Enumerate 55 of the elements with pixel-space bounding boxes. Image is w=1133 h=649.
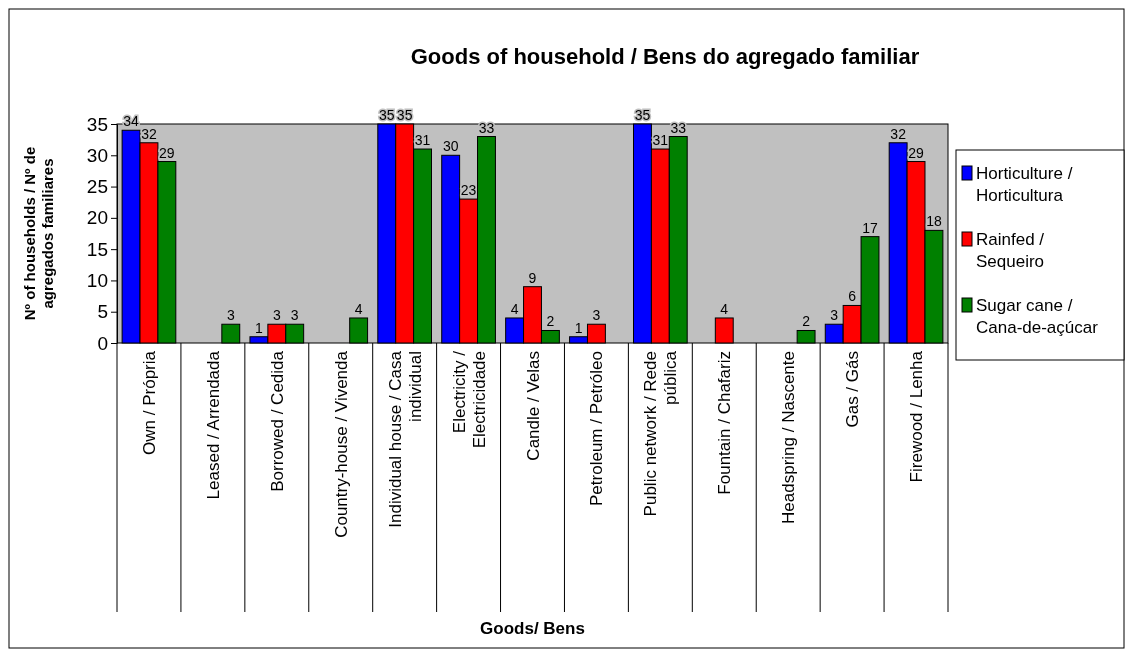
- x-tick-label: Public network / Rede pública: [641, 350, 681, 517]
- data-label: 30: [442, 138, 459, 155]
- y-tick-label: 5: [97, 301, 108, 323]
- x-tick-label: Fountain / Chafariz: [715, 351, 735, 495]
- data-label: 32: [890, 125, 907, 142]
- y-tick-label: 15: [86, 238, 108, 260]
- y-tick-label: 0: [97, 332, 108, 354]
- data-label: 9: [528, 269, 537, 286]
- chart-title: Goods of household / Bens do agregado familiar: [410, 44, 920, 69]
- data-label: 31: [652, 132, 669, 149]
- x-tick-label: Firewood / Lenha: [907, 350, 927, 483]
- x-axis-title: Goods/ Bens: [480, 619, 585, 638]
- legend-label: Rainfed / Sequeiro: [976, 230, 1045, 271]
- data-label: 6: [848, 288, 857, 305]
- data-label: 35: [634, 107, 651, 123]
- data-label: 35: [396, 107, 413, 123]
- data-label: 3: [830, 307, 839, 324]
- data-label: 1: [255, 319, 264, 336]
- y-tick-label: 20: [86, 207, 108, 229]
- x-tick-label: Headspring / Nascente: [779, 351, 799, 524]
- data-label: 35: [378, 107, 395, 123]
- data-label: 3: [226, 307, 235, 324]
- x-tick-label: Petroleum / Petróleo: [587, 351, 607, 506]
- data-label: 29: [908, 144, 925, 161]
- x-tick-label: Leased / Arrendada: [203, 350, 223, 500]
- data-label: 18: [926, 213, 942, 230]
- data-label: 17: [862, 219, 879, 236]
- y-tick-label: 30: [86, 144, 108, 166]
- x-tick-label: Individual house / Casa individual: [385, 350, 425, 528]
- y-tick-label: 25: [86, 176, 108, 198]
- legend-label: Horticulture / Horticultura: [976, 164, 1073, 205]
- data-label: 1: [574, 319, 583, 336]
- data-label: 23: [460, 182, 477, 199]
- data-label: 4: [720, 300, 729, 317]
- data-label: 3: [592, 307, 601, 324]
- x-tick-label: Gas / Gás: [843, 351, 863, 428]
- x-tick-label: Country-house / Vivenda: [331, 350, 351, 538]
- data-label: 4: [510, 300, 519, 317]
- data-label: 3: [272, 307, 281, 324]
- data-label: 29: [159, 144, 175, 161]
- data-label: 33: [478, 119, 495, 136]
- x-tick-label: Borrowed / Cedida: [267, 350, 287, 492]
- data-label: 2: [546, 313, 555, 330]
- data-label: 4: [354, 300, 363, 317]
- y-axis-title: Nº of households / Nº de agregados familiares: [21, 146, 56, 321]
- data-label: 31: [414, 132, 431, 149]
- data-label: 32: [141, 125, 157, 142]
- x-tick-label: Candle / Velas: [523, 351, 543, 461]
- data-label: 3: [290, 307, 299, 324]
- legend-label: Sugar cane / Cana-de-açúcar: [976, 296, 1099, 337]
- y-tick-label: 35: [86, 113, 108, 135]
- data-label: 2: [802, 313, 811, 330]
- y-tick-label: 10: [86, 270, 108, 292]
- x-tick-label: Own / Própria: [139, 350, 159, 455]
- data-label: 33: [670, 119, 687, 136]
